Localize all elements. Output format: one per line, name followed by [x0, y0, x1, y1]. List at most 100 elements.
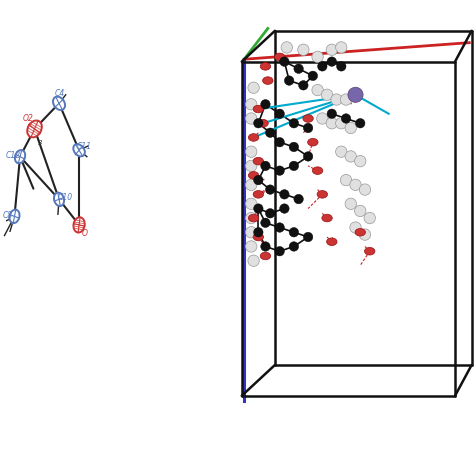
Circle shape: [303, 232, 313, 242]
Circle shape: [265, 185, 275, 194]
Circle shape: [312, 51, 323, 63]
Circle shape: [289, 242, 299, 251]
Text: C11: C11: [77, 142, 92, 151]
Circle shape: [340, 94, 352, 105]
Circle shape: [355, 155, 366, 167]
Circle shape: [289, 142, 299, 152]
Circle shape: [303, 152, 313, 161]
Circle shape: [261, 161, 270, 171]
Ellipse shape: [253, 157, 264, 165]
Ellipse shape: [53, 97, 65, 110]
Circle shape: [294, 194, 303, 204]
Circle shape: [254, 204, 263, 213]
Circle shape: [289, 118, 299, 128]
Circle shape: [246, 99, 257, 110]
Circle shape: [248, 255, 259, 266]
Ellipse shape: [274, 53, 285, 61]
Text: C8: C8: [3, 211, 13, 220]
Circle shape: [246, 160, 257, 172]
Circle shape: [345, 198, 356, 210]
Ellipse shape: [54, 192, 64, 206]
Circle shape: [248, 82, 259, 93]
Circle shape: [348, 87, 363, 102]
Circle shape: [275, 223, 284, 232]
Ellipse shape: [260, 252, 271, 260]
Circle shape: [341, 114, 351, 123]
Circle shape: [326, 118, 337, 129]
Ellipse shape: [9, 210, 19, 223]
Circle shape: [246, 241, 257, 252]
Circle shape: [350, 222, 361, 233]
Circle shape: [289, 228, 299, 237]
Ellipse shape: [248, 214, 259, 222]
Circle shape: [246, 212, 257, 224]
Circle shape: [345, 151, 356, 162]
Circle shape: [298, 44, 309, 55]
Circle shape: [308, 71, 318, 81]
Circle shape: [281, 42, 292, 53]
Text: C12: C12: [6, 151, 21, 160]
Circle shape: [275, 246, 284, 256]
Ellipse shape: [73, 217, 85, 233]
Ellipse shape: [248, 134, 259, 141]
Circle shape: [327, 109, 337, 118]
Circle shape: [359, 229, 371, 240]
Circle shape: [280, 190, 289, 199]
Circle shape: [336, 118, 347, 129]
Circle shape: [261, 218, 270, 228]
Circle shape: [321, 89, 333, 100]
Ellipse shape: [248, 172, 259, 179]
Circle shape: [336, 146, 347, 157]
Circle shape: [337, 62, 346, 71]
Ellipse shape: [263, 77, 273, 84]
Circle shape: [359, 184, 371, 195]
Text: C4: C4: [55, 90, 65, 99]
Ellipse shape: [308, 138, 318, 146]
Ellipse shape: [260, 63, 271, 70]
Circle shape: [356, 118, 365, 128]
Circle shape: [254, 175, 263, 185]
Ellipse shape: [303, 115, 313, 122]
Circle shape: [284, 76, 294, 85]
Circle shape: [318, 62, 327, 71]
Circle shape: [336, 42, 347, 53]
Circle shape: [280, 204, 289, 213]
Ellipse shape: [253, 233, 264, 241]
Circle shape: [327, 57, 337, 66]
Circle shape: [312, 84, 323, 96]
Circle shape: [246, 113, 257, 124]
Circle shape: [275, 109, 284, 118]
Circle shape: [261, 242, 270, 251]
Ellipse shape: [253, 191, 264, 198]
Ellipse shape: [73, 144, 85, 156]
Circle shape: [326, 44, 337, 55]
Circle shape: [261, 100, 270, 109]
Circle shape: [275, 137, 284, 147]
Ellipse shape: [253, 105, 264, 113]
Text: O: O: [82, 229, 88, 238]
Circle shape: [265, 128, 275, 137]
Circle shape: [345, 122, 356, 134]
Circle shape: [364, 212, 375, 224]
Circle shape: [246, 179, 257, 191]
Text: 3: 3: [38, 139, 42, 146]
Circle shape: [303, 123, 313, 133]
Ellipse shape: [312, 167, 323, 174]
Ellipse shape: [27, 120, 42, 137]
Circle shape: [331, 94, 342, 105]
Circle shape: [340, 174, 352, 186]
Ellipse shape: [258, 119, 268, 127]
Ellipse shape: [322, 214, 332, 222]
Circle shape: [294, 64, 303, 73]
Circle shape: [246, 227, 257, 238]
Circle shape: [317, 113, 328, 124]
Circle shape: [350, 179, 361, 191]
Circle shape: [254, 118, 263, 128]
Text: C10: C10: [58, 193, 73, 201]
Ellipse shape: [317, 191, 328, 198]
Text: O2: O2: [23, 114, 34, 123]
Circle shape: [246, 146, 257, 157]
Circle shape: [246, 198, 257, 210]
Circle shape: [275, 166, 284, 175]
Ellipse shape: [327, 238, 337, 246]
